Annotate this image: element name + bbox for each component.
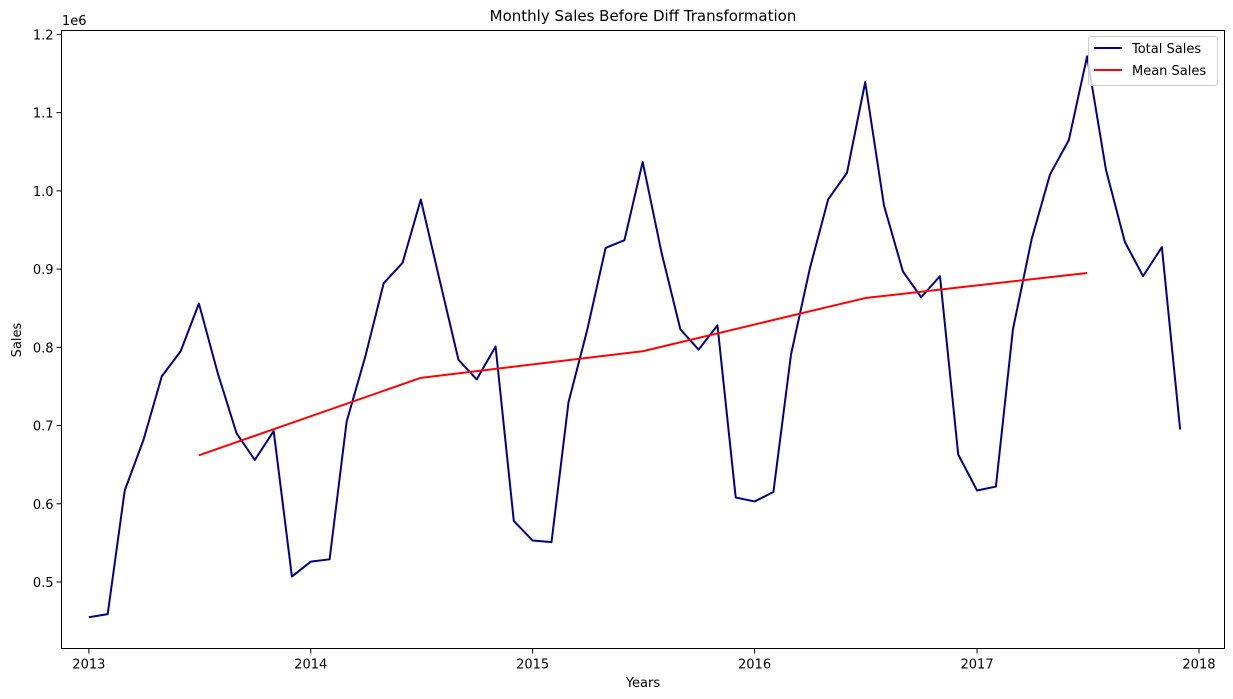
data-point-total-sales [883, 205, 885, 207]
data-point-total-sales [1161, 246, 1163, 248]
x-axis-label: Years [625, 676, 661, 691]
data-point-total-sales [310, 561, 312, 563]
data-point-total-sales [605, 247, 607, 249]
data-point-total-sales [623, 239, 625, 241]
y-axis-label: Sales [10, 322, 25, 357]
data-point-total-sales [1068, 139, 1070, 141]
y-tick-label: 1.1 [33, 107, 54, 122]
y-tick-label: 0.5 [33, 576, 54, 591]
data-point-total-sales [716, 324, 718, 326]
data-point-total-sales [439, 279, 441, 281]
data-point-total-sales [827, 198, 829, 200]
data-point-total-sales [809, 267, 811, 269]
data-point-total-sales [107, 613, 109, 615]
data-point-total-sales [88, 616, 90, 618]
y-offset-label: 1e6 [62, 14, 87, 29]
y-tick-label: 0.9 [33, 263, 54, 278]
data-point-total-sales [586, 328, 588, 330]
data-point-total-sales [551, 541, 553, 543]
data-point-total-sales [420, 198, 422, 200]
data-point-total-sales [976, 489, 978, 491]
data-point-total-sales [698, 349, 700, 351]
data-point-total-sales [957, 453, 959, 455]
data-point-mean-sales [420, 377, 422, 379]
data-point-total-sales [476, 378, 478, 380]
data-point-total-sales [161, 375, 163, 377]
data-point-total-sales [568, 401, 570, 403]
data-point-total-sales [995, 486, 997, 488]
data-point-total-sales [772, 491, 774, 493]
data-point-total-sales [402, 262, 404, 264]
data-point-total-sales [236, 432, 238, 434]
data-point-total-sales [291, 576, 293, 578]
data-point-total-sales [1012, 328, 1014, 330]
data-point-total-sales [679, 328, 681, 330]
data-point-total-sales [846, 172, 848, 174]
data-point-total-sales [180, 350, 182, 352]
data-point-total-sales [532, 540, 534, 542]
data-point-total-sales [254, 459, 256, 461]
x-tick-label: 2015 [516, 658, 549, 673]
y-tick-label: 0.6 [33, 498, 54, 513]
data-point-mean-sales [198, 454, 200, 456]
data-point-total-sales [1124, 241, 1126, 243]
data-point-total-sales [495, 346, 497, 348]
x-tick-label: 2016 [738, 658, 771, 673]
data-point-total-sales [1105, 169, 1107, 171]
data-point-total-sales [346, 421, 348, 423]
data-point-total-sales [457, 359, 459, 361]
data-point-total-sales [124, 489, 126, 491]
data-point-total-sales [735, 497, 737, 499]
x-tick-label: 2013 [72, 658, 105, 673]
y-tick-label: 1.0 [33, 185, 54, 200]
data-point-total-sales [790, 353, 792, 355]
data-point-total-sales [383, 282, 385, 284]
plot-area [61, 30, 1225, 649]
data-point-total-sales [198, 303, 200, 305]
series-line-mean-sales [198, 272, 1088, 457]
data-point-total-sales [1086, 55, 1088, 57]
y-tick-label: 0.8 [33, 341, 54, 356]
data-point-total-sales [1049, 173, 1051, 175]
x-tick-label: 2017 [961, 658, 994, 673]
data-point-mean-sales [642, 350, 644, 352]
data-point-total-sales [902, 270, 904, 272]
data-point-total-sales [642, 161, 644, 163]
y-axis: 0.5 0.6 0.7 0.8 0.9 1.0 1.1 1.2 [33, 28, 62, 591]
data-point-total-sales [754, 500, 756, 502]
legend-label-total-sales: Total Sales [1131, 42, 1201, 57]
legend-label-mean-sales: Mean Sales [1132, 64, 1206, 79]
data-point-total-sales [920, 296, 922, 298]
x-tick-label: 2014 [294, 658, 327, 673]
data-point-total-sales [864, 81, 866, 83]
y-tick-label: 1.2 [33, 28, 54, 43]
legend: Total Sales Mean Sales [1088, 36, 1218, 86]
data-point-total-sales [939, 275, 941, 277]
data-point-total-sales [513, 520, 515, 522]
chart-title: Monthly Sales Before Diff Transformation [490, 7, 797, 25]
x-axis: 2013 2014 2015 2016 2017 2018 [72, 648, 1216, 673]
data-point-mean-sales [1086, 272, 1088, 274]
data-point-total-sales [364, 355, 366, 357]
data-point-total-sales [143, 439, 145, 441]
series-line-total-sales [88, 55, 1182, 619]
plot-frame [61, 30, 1225, 649]
data-point-total-sales [217, 372, 219, 374]
data-point-total-sales [1179, 428, 1181, 430]
data-point-total-sales [1142, 275, 1144, 277]
data-point-total-sales [661, 252, 663, 254]
data-point-total-sales [329, 558, 331, 560]
data-point-mean-sales [864, 297, 866, 299]
data-point-total-sales [1031, 238, 1033, 240]
y-tick-label: 0.7 [33, 420, 54, 435]
x-tick-label: 2018 [1182, 658, 1215, 673]
series-layer [88, 55, 1182, 619]
